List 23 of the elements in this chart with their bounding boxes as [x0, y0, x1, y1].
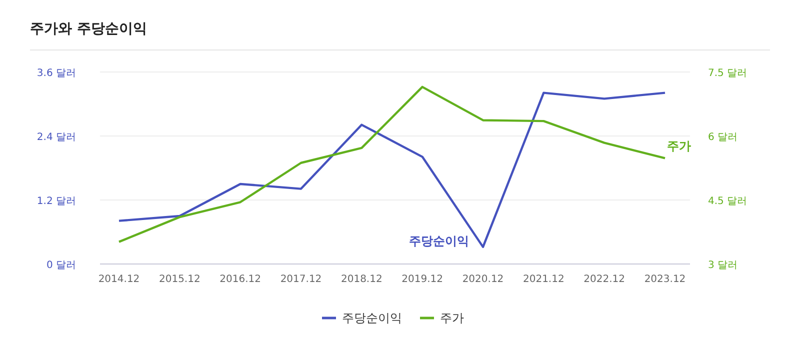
y-tick-label: 1.2 달러 — [36, 196, 76, 207]
x-tick-label: 2023.12 — [644, 274, 686, 285]
legend-label: 주가 — [440, 311, 464, 325]
y2-tick-label: 4.5 달러 — [708, 196, 748, 207]
y-tick-label: 3.6 달러 — [36, 68, 76, 79]
x-tick-label: 2019.12 — [402, 274, 444, 285]
chart-title: 주가와 주당순이익 — [30, 21, 147, 37]
x-tick-label: 2021.12 — [522, 274, 564, 285]
x-tick-label: 2016.12 — [220, 274, 262, 285]
y2-tick-label: 6 달러 — [708, 132, 738, 143]
y2-tick-label: 3 달러 — [708, 260, 738, 271]
x-tick-label: 2018.12 — [340, 274, 382, 285]
text: 주당순이익 — [409, 234, 469, 248]
x-tick-label: 2022.12 — [584, 274, 626, 285]
x-tick-label: 2017.12 — [280, 274, 322, 285]
x-tick-label: 2014.12 — [98, 274, 140, 285]
x-tick-label: 2020.12 — [462, 274, 504, 285]
x-tick-label: 2015.12 — [158, 274, 200, 285]
legend-label: 주당순이익 — [342, 311, 402, 325]
y-tick-label: 0 달러 — [46, 260, 76, 271]
text: 주가 — [667, 139, 691, 154]
y2-tick-label: 7.5 달러 — [708, 68, 748, 79]
y-tick-label: 2.4 달러 — [36, 132, 76, 143]
